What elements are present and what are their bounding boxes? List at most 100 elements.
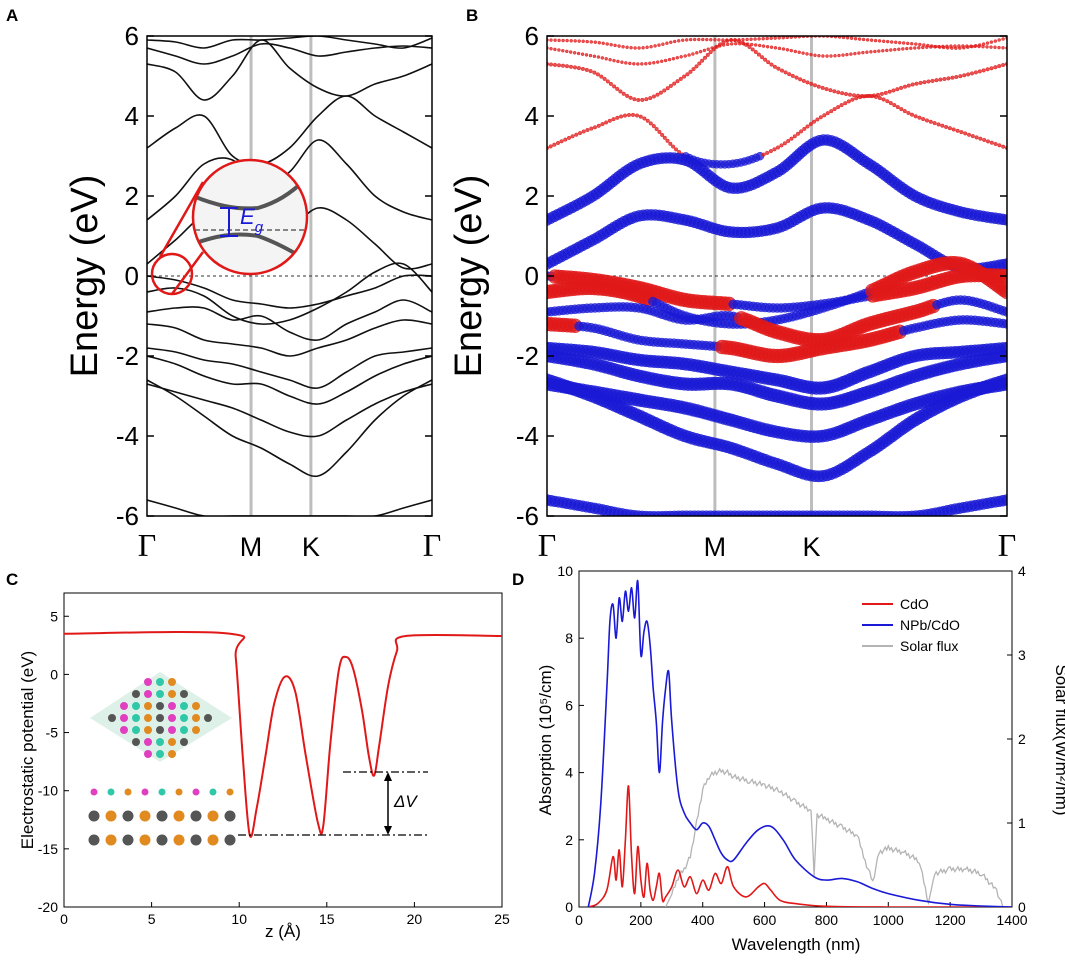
band-weight-marker xyxy=(1001,144,1006,149)
k-point-label: M xyxy=(704,532,727,562)
atom xyxy=(144,726,152,734)
band-weight-marker xyxy=(861,94,867,99)
band-weight-marker xyxy=(809,52,813,57)
band-weight-marker xyxy=(615,86,620,91)
atom xyxy=(224,810,236,822)
band-weight-marker xyxy=(625,45,629,50)
band-weight-marker xyxy=(688,69,693,74)
band-weight-marker xyxy=(572,65,578,70)
band-weight-marker xyxy=(757,37,761,41)
band-weight-marker xyxy=(757,43,762,48)
panel-b-ylabel: Energy (eV) xyxy=(448,175,490,378)
band-weight-marker xyxy=(608,57,612,62)
y-tick-label: -15 xyxy=(38,841,58,857)
band-weight-marker xyxy=(589,40,594,44)
band-weight-marker xyxy=(899,85,904,90)
band-weight-marker xyxy=(698,49,703,54)
band-weight-marker xyxy=(997,45,1001,50)
y2-tick-label: 4 xyxy=(1018,563,1026,579)
band-weight-marker xyxy=(705,52,710,57)
band-weight-marker xyxy=(822,113,827,118)
legend-label-solar-flux: Solar flux xyxy=(900,638,958,654)
panel-d-xlabel: Wavelength (nm) xyxy=(732,935,861,954)
band-weight-marker xyxy=(853,36,858,41)
band-weight-marker xyxy=(665,41,669,45)
band-weight-marker xyxy=(717,38,721,42)
band-weight-marker xyxy=(812,83,818,88)
band-line xyxy=(147,139,432,221)
band-weight-marker xyxy=(918,80,923,85)
deltav-arrowhead-down xyxy=(384,826,392,835)
y-tick-label: 0 xyxy=(125,261,139,291)
band-weight-marker xyxy=(637,46,641,50)
atom xyxy=(156,726,164,734)
band-weight-marker xyxy=(673,147,679,152)
band-weight-marker xyxy=(799,129,804,134)
panel-a: 6 4 2 0 -2 -4 -6 Γ M K Γ Energy (eV) Eg xyxy=(64,21,441,563)
band-weight-marker xyxy=(993,141,998,147)
band-weight-marker xyxy=(576,51,581,56)
band-weight-marker xyxy=(775,145,781,150)
band-weight-marker xyxy=(883,90,888,95)
band-weight-marker xyxy=(777,46,782,51)
band-weight-marker xyxy=(636,97,641,103)
band-weight-marker xyxy=(549,38,553,42)
band-weight-marker xyxy=(700,58,705,63)
band-weight-marker xyxy=(740,40,745,45)
atom xyxy=(173,834,185,846)
x-tick-label: 0 xyxy=(575,912,583,928)
band-weight-marker xyxy=(925,45,929,49)
band-weight-marker xyxy=(1001,37,1005,41)
k-point-label: Γ xyxy=(998,527,1017,563)
band-weight-marker xyxy=(648,61,652,66)
band-weight-marker xyxy=(665,138,670,143)
k-point-label: Γ xyxy=(538,527,557,563)
band-weight-marker xyxy=(985,67,990,72)
k-point-label: Γ xyxy=(423,527,442,563)
atom xyxy=(168,678,176,686)
band-weight-marker xyxy=(618,89,623,94)
band-weight-marker xyxy=(854,96,859,101)
band-weight-marker xyxy=(557,38,561,43)
band-weight-marker xyxy=(847,92,853,97)
band-weight-marker xyxy=(841,53,845,57)
band-weight-marker xyxy=(634,113,640,118)
band-weight-marker xyxy=(946,76,951,81)
atom xyxy=(144,714,152,722)
atom xyxy=(144,678,152,686)
y-tick-label: -4 xyxy=(516,421,539,451)
band-weight-marker xyxy=(993,39,998,43)
band-weight-marker xyxy=(621,45,625,49)
band-weight-marker xyxy=(869,94,875,99)
band-weight-marker xyxy=(769,36,773,41)
x-tick-label: 1400 xyxy=(996,912,1027,928)
band-weight-marker xyxy=(1001,46,1005,50)
y-tick-label: -20 xyxy=(38,899,58,915)
atom xyxy=(156,702,164,710)
band-weight-marker xyxy=(833,54,837,58)
band-weight-marker xyxy=(873,49,877,54)
band-weight-marker xyxy=(973,44,977,49)
atom xyxy=(192,702,200,710)
band-weight-marker xyxy=(877,49,881,53)
band-weight-marker xyxy=(953,44,957,48)
band-weight-marker xyxy=(917,115,922,120)
x-tick-label: 15 xyxy=(319,911,335,927)
band-weight-marker xyxy=(985,139,991,144)
band-weight-marker xyxy=(921,45,925,50)
band-weight-marker xyxy=(604,120,609,125)
panel-d-y2label: Solar flux(W/m²/nm) xyxy=(1052,664,1065,815)
inset-valence-band xyxy=(193,232,307,264)
band-weight-marker xyxy=(765,44,770,49)
band-weight-marker xyxy=(589,126,594,131)
band-weight-marker xyxy=(577,131,583,136)
band-weight-marker xyxy=(829,54,833,58)
atom xyxy=(105,810,117,822)
atom xyxy=(168,690,176,698)
band-weight-marker xyxy=(843,101,848,106)
y-tick-label: -4 xyxy=(116,421,139,451)
band-weight-marker xyxy=(825,111,830,116)
y-tick-label: -6 xyxy=(116,501,139,531)
band-weight-marker xyxy=(549,46,553,51)
